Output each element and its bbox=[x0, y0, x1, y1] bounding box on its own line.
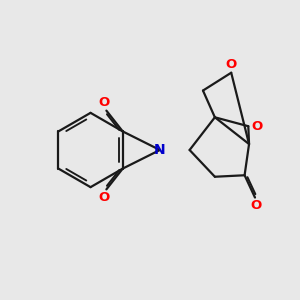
Text: O: O bbox=[251, 199, 262, 212]
Text: O: O bbox=[226, 58, 237, 71]
Text: O: O bbox=[251, 120, 262, 133]
Text: N: N bbox=[154, 143, 166, 157]
Text: O: O bbox=[98, 190, 110, 204]
Text: O: O bbox=[98, 96, 110, 110]
